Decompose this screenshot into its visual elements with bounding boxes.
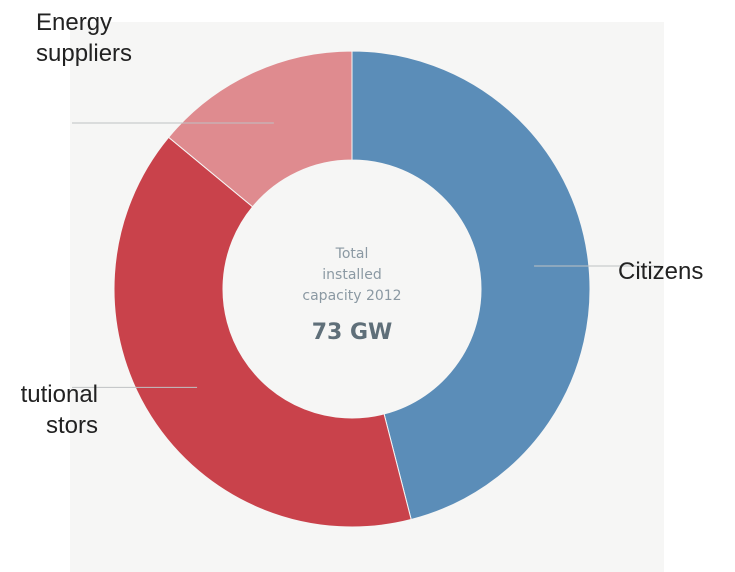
- slice-label-citizens-text: Citizens: [618, 258, 704, 285]
- slice-label-energy-suppliers: Energy suppliers: [36, 7, 132, 69]
- slice-label-energy-line-1: Energy: [36, 9, 113, 36]
- slice-label-institutional-line-1: tutional: [20, 381, 98, 408]
- center-label-line-3: capacity 2012: [302, 288, 401, 304]
- center-label-line-1: Total: [335, 246, 369, 262]
- slice-energy-suppliers: [167, 50, 353, 208]
- slice-institutional-investors: [113, 136, 412, 528]
- center-label-line-2: installed: [322, 267, 381, 283]
- slice-label-institutional-line-2: stors: [45, 412, 98, 439]
- slice-label-institutional-investors: tutional stors: [21, 379, 98, 441]
- slice-label-citizens: Citizens: [618, 256, 703, 287]
- donut-slices: [113, 50, 591, 528]
- slice-citizens: [351, 50, 591, 521]
- leader-lines: [72, 122, 660, 388]
- center-value: 73 GW: [312, 320, 393, 345]
- slice-label-energy-line-2: suppliers: [36, 40, 133, 67]
